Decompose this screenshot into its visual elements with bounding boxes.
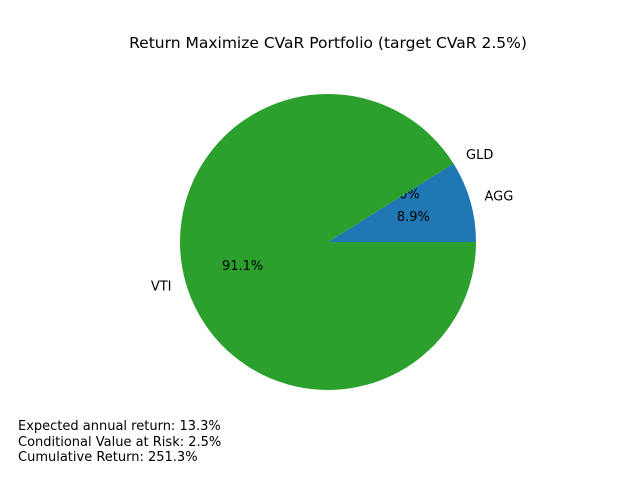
cvar-text: Conditional Value at Risk: 2.5% [18, 434, 222, 450]
slice-pct-vti: 91.1% [222, 259, 263, 274]
slice-label-vti: VTI [151, 279, 172, 294]
pie-slice-vti [180, 94, 477, 391]
cumulative-return-text: Cumulative Return: 251.3% [18, 450, 198, 466]
expected-return-text: Expected annual return: 13.3% [18, 419, 221, 434]
chart-title: Return Maximize CVaR Portfolio (target C… [129, 34, 527, 52]
pie-slice-agg [328, 163, 476, 242]
stats-block: Expected annual return: 13.3% Conditiona… [18, 419, 221, 466]
slice-label-gld: GLD [466, 148, 493, 163]
slice-pct-agg: 8.9% [397, 210, 430, 225]
slice-label-agg: AGG [484, 190, 513, 205]
